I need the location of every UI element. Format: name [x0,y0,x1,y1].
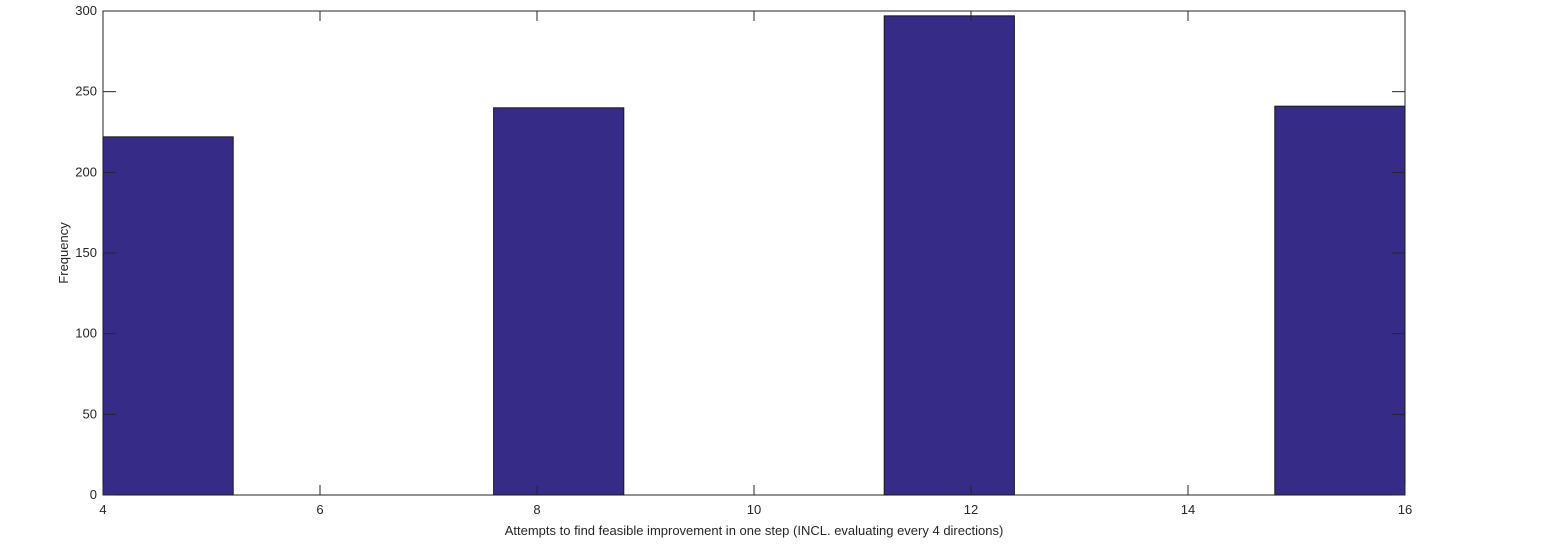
axes-box [102,10,1406,496]
x-tick-label: 10 [747,502,761,517]
y-tick-label: 50 [83,406,97,421]
y-axis-ticks: 0 50 100 150 200 250 300 [75,3,1405,502]
y-tick-label: 150 [75,245,97,260]
bars-group [102,15,1406,496]
y-tick-label: 0 [90,487,97,502]
y-axis-label: Frequency [56,222,71,284]
x-tick-label: 8 [533,502,540,517]
histogram-bar [493,107,625,496]
histogram-bar [1274,105,1406,496]
x-tick-label: 4 [99,502,106,517]
y-tick-label: 200 [75,164,97,179]
histogram-bar [883,15,1015,496]
y-tick-label: 250 [75,84,97,99]
x-tick-label: 14 [1181,502,1195,517]
x-axis-ticks: 4 6 8 10 12 14 16 [99,11,1412,517]
y-tick-label: 300 [75,3,97,18]
x-tick-label: 6 [316,502,323,517]
x-tick-label: 16 [1398,502,1412,517]
y-tick-label: 100 [75,326,97,341]
x-tick-label: 12 [964,502,978,517]
x-axis-label: Attempts to find feasible improvement in… [505,523,1004,538]
histogram-bar [102,136,234,496]
